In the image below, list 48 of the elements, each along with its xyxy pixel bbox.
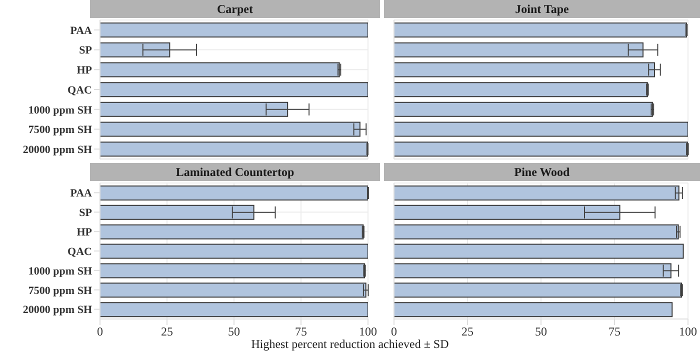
bar — [394, 82, 648, 98]
bar — [100, 62, 340, 78]
bar — [394, 224, 679, 240]
y-tick-label: 7500 ppm SH — [28, 284, 92, 297]
bar — [100, 282, 366, 298]
bar — [100, 22, 368, 38]
x-tick-label: 75 — [608, 324, 620, 339]
chart-title: Carpet — [90, 0, 380, 18]
bar — [100, 224, 364, 240]
x-tick-label: 75 — [295, 324, 307, 339]
bar — [394, 22, 688, 38]
y-tick-label: 7500 ppm SH — [28, 124, 92, 136]
bar — [394, 122, 688, 137]
x-tick-label: 50 — [228, 324, 240, 339]
chart-title: Joint Tape — [384, 0, 700, 18]
bar — [394, 244, 684, 259]
y-tick-label: 1000 ppm SH — [28, 104, 92, 116]
y-tick-label: HP — [76, 226, 92, 238]
bar — [394, 142, 688, 157]
y-tick-label: PAA — [70, 188, 92, 200]
bar — [394, 302, 673, 318]
x-tick-label: 50 — [535, 324, 547, 339]
bar — [100, 186, 368, 200]
chart-title: Laminated Countertop — [90, 163, 380, 181]
y-tick-label: HP — [76, 64, 92, 77]
chart-title: Pine Wood — [384, 163, 700, 181]
x-axis-title: Highest percent reduction achieved ± SD — [250, 337, 450, 352]
x-tick-label: 0 — [391, 324, 397, 339]
x-tick-label: 25 — [462, 324, 474, 339]
y-tick-label: 20000 ppm SH — [22, 304, 92, 316]
x-tick-label: 100 — [359, 324, 377, 339]
bar — [394, 102, 653, 117]
bar — [100, 82, 368, 98]
y-tick-label: PAA — [70, 24, 92, 37]
y-tick-label: QAC — [68, 246, 92, 258]
x-tick-label: 100 — [679, 324, 697, 339]
bar — [100, 244, 368, 259]
x-tick-label: 0 — [97, 324, 103, 339]
y-tick-label: SP — [79, 207, 92, 220]
y-tick-label: QAC — [68, 84, 92, 96]
bar — [394, 186, 680, 200]
bar — [100, 263, 366, 278]
y-tick-label: SP — [79, 44, 92, 57]
y-tick-label: 1000 ppm SH — [28, 265, 92, 278]
bar — [394, 282, 682, 298]
y-tick-label: 20000 ppm SH — [22, 144, 92, 156]
x-tick-label: 25 — [161, 324, 173, 339]
bar — [100, 142, 368, 157]
